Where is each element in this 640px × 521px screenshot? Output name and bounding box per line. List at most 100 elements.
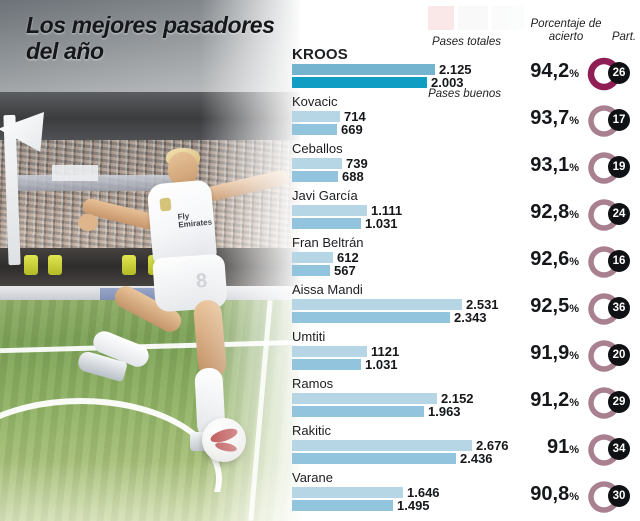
player-left-hand	[78, 214, 98, 231]
bar-total-passes: 714	[292, 109, 492, 124]
player-name: Aissa Mandi	[292, 282, 363, 297]
bar-fill	[292, 77, 427, 88]
participation-badge: 29	[608, 391, 630, 413]
player-name: Kovacic	[292, 94, 338, 109]
bar-total-passes: 2.125	[292, 62, 492, 77]
bar-group: 714 669	[292, 109, 492, 137]
percent-sign: %	[569, 397, 579, 409]
bar-fill	[292, 205, 367, 216]
bar-good-passes: 2.436	[292, 451, 493, 466]
percent-sign: %	[569, 209, 579, 221]
column-header-good-passes: Pases buenos	[428, 88, 501, 100]
accuracy-percent: 93,7%	[530, 107, 579, 129]
accuracy-percent: 93,1%	[530, 154, 579, 176]
bar-value-label: 2.003	[431, 75, 464, 90]
percent-sign: %	[569, 115, 579, 127]
bar-total-passes: 739	[292, 156, 492, 171]
bar-value-label: 1121	[371, 344, 400, 359]
bar-group: 1121 1.031	[292, 344, 492, 372]
watermark-block	[458, 6, 488, 30]
participation-badge: 36	[608, 297, 630, 319]
percent-sign: %	[569, 68, 579, 80]
column-header-total-passes: Pases totales	[431, 36, 501, 48]
accuracy-percent: 91%	[546, 436, 579, 458]
player-photo: Fly Emirates 8	[0, 0, 300, 521]
club-crest	[159, 197, 172, 212]
participation-badge: 17	[608, 109, 630, 131]
stadium-sign	[52, 165, 98, 181]
bar-fill	[292, 171, 338, 182]
photo-fade-bottom	[0, 460, 300, 521]
bar-good-passes: 1.031	[292, 357, 492, 372]
bar-total-passes: 612	[292, 250, 492, 265]
bar-good-passes: 688	[292, 169, 492, 184]
table-row: Umtiti 1121 1.031 91,9% 20	[286, 329, 640, 379]
bar-value-label: 1.111	[371, 203, 403, 218]
bar-value-label: 714	[344, 109, 366, 124]
bar-good-passes: 669	[292, 122, 492, 137]
bar-fill	[292, 111, 340, 122]
participation-badge: 30	[608, 485, 630, 507]
player-name: Varane	[292, 470, 333, 485]
bar-value-label: 669	[341, 122, 363, 137]
table-row: Kovacic 714 669 93,7% 17	[286, 94, 640, 144]
percent-sign: %	[569, 162, 579, 174]
bar-fill	[292, 393, 437, 404]
bar-fill	[292, 252, 333, 263]
bar-value-label: 567	[334, 263, 356, 278]
bar-fill	[292, 453, 456, 464]
bar-fill	[292, 64, 435, 75]
bar-group: 2.676 2.436	[292, 438, 509, 466]
bar-good-passes: 567	[292, 263, 492, 278]
bar-group: 1.111 1.031	[292, 203, 492, 231]
bar-value-label: 739	[346, 156, 368, 171]
bar-fill	[292, 265, 330, 276]
participation-badge: 20	[608, 344, 630, 366]
participation-badge: 24	[608, 203, 630, 225]
bar-group: 612 567	[292, 250, 492, 278]
table-row: Fran Beltrán 612 567 92,6% 16	[286, 236, 640, 285]
bar-fill	[292, 218, 361, 229]
bar-good-passes: 1.963	[292, 404, 492, 419]
steward-vest	[122, 255, 136, 275]
bar-fill	[292, 124, 337, 135]
bar-value-label: 2.531	[466, 297, 499, 312]
participation-badge: 26	[608, 62, 630, 84]
table-row: Ramos 2.152 1.963 91,2% 29	[286, 376, 640, 426]
accuracy-percent: 91,2%	[530, 389, 579, 411]
stats-panel: Pases totales Pases buenos Porcentaje de…	[286, 0, 640, 521]
watermark-logo	[424, 2, 528, 32]
bar-fill	[292, 312, 450, 323]
participation-badge: 19	[608, 156, 630, 178]
bar-fill	[292, 359, 361, 370]
bar-value-label: 612	[337, 250, 359, 265]
bar-value-label: 2.676	[476, 438, 509, 453]
accuracy-percent: 92,8%	[530, 201, 579, 223]
bar-fill	[292, 406, 424, 417]
bar-group: 739 688	[292, 156, 492, 184]
bar-value-label: 2.343	[454, 310, 487, 325]
percent-sign: %	[569, 444, 579, 456]
photo-fade-gradient	[200, 0, 300, 521]
table-row: Varane 1.646 1.495 90,8% 30	[286, 470, 640, 520]
player-name: Umtiti	[292, 329, 326, 344]
bar-fill	[292, 440, 472, 451]
bar-good-passes: 2.003	[292, 75, 492, 90]
player-name: Ramos	[292, 376, 334, 391]
table-row: Ceballos 739 688 93,1% 19	[286, 141, 640, 191]
player-name: Ceballos	[292, 141, 343, 156]
column-header-participation: Part.	[611, 31, 637, 43]
accuracy-percent: 94,2%	[530, 60, 579, 82]
bar-group: 2.531 2.343	[292, 297, 499, 325]
bar-value-label: 1.031	[365, 357, 398, 372]
bar-value-label: 1.031	[365, 216, 398, 231]
player-name: Javi García	[292, 188, 358, 203]
table-row: Rakitic 2.676 2.436 91% 34	[286, 424, 640, 473]
bar-fill	[292, 500, 393, 511]
bar-total-passes: 1.111	[292, 203, 492, 218]
participation-badge: 16	[608, 250, 630, 272]
bar-fill	[292, 158, 342, 169]
bar-fill	[292, 299, 462, 310]
bar-good-passes: 2.343	[292, 310, 492, 325]
